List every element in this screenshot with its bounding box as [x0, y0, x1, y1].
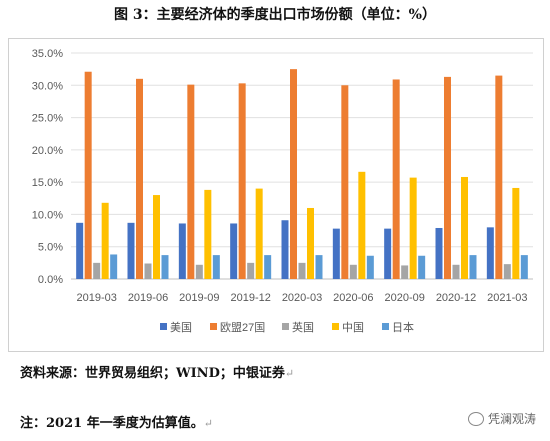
bar [204, 189, 212, 279]
x-tick-label: 2019-03 [76, 292, 116, 304]
bar [127, 222, 135, 279]
y-tick-label: 25.0% [32, 113, 63, 125]
bar [255, 188, 263, 279]
paragraph-mark-icon: ↵ [203, 417, 213, 430]
bar [401, 265, 409, 279]
bar [307, 207, 314, 279]
paragraph-mark-icon: ↵ [284, 367, 295, 380]
bar [435, 227, 443, 279]
footnote-text: 注：2021 年一季度为估算值。 [20, 416, 204, 431]
x-tick-label: 2019-06 [128, 292, 168, 304]
bar [290, 69, 297, 279]
watermark: 凭澜观涛 [467, 410, 536, 427]
y-tick-label: 5.0% [38, 242, 63, 254]
bar [93, 262, 101, 279]
legend-swatch [282, 323, 289, 330]
footnote: 注：2021 年一季度为估算值。↵ [20, 412, 213, 431]
wechat-icon [467, 411, 484, 426]
bar [469, 255, 477, 279]
bar [84, 71, 92, 280]
y-tick-label: 15.0% [32, 177, 63, 189]
bar [178, 223, 186, 279]
x-tick-label: 2019-09 [179, 292, 219, 304]
bar [349, 264, 357, 279]
x-tick-label: 2020-09 [384, 292, 424, 304]
bar-chart: 0.0% 5.0% 10.0% 15.0% 20.0% 25.0% 30.0% 35.0% 20… [32, 48, 533, 334]
bar [144, 263, 152, 279]
bar [153, 195, 160, 279]
x-tick-label: 2020-03 [282, 292, 322, 304]
y-tick-label: 10.0% [32, 209, 63, 221]
bar [247, 262, 255, 279]
x-tick-label: 2021-03 [487, 292, 527, 304]
legend-label: 美国 [170, 321, 192, 334]
bar [161, 255, 169, 279]
x-tick-label: 2019-12 [230, 292, 270, 304]
bar [486, 227, 494, 279]
bar [195, 264, 203, 279]
bar [101, 202, 109, 279]
legend-label: 中国 [342, 321, 364, 334]
watermark-text: 凭澜观涛 [487, 412, 536, 426]
y-tick-label: 0.0% [38, 274, 63, 286]
legend-label: 欧盟27国 [220, 321, 265, 334]
bar [452, 264, 460, 279]
chart-title: 图 3：主要经济体的季度出口市场份额（单位：%） [114, 7, 436, 23]
legend-label: 日本 [392, 320, 414, 334]
bar [341, 85, 349, 280]
bar [392, 79, 400, 279]
bar [110, 254, 118, 279]
legend-swatch [332, 323, 339, 330]
bar [461, 176, 468, 279]
bar [76, 222, 84, 279]
x-tick-label: 2020-06 [333, 292, 373, 304]
bar [520, 255, 528, 279]
source-note: 资料来源：世界贸易组织；WIND；中银证券↵ [20, 362, 294, 381]
legend-label: 英国 [292, 320, 314, 334]
bar [332, 228, 340, 279]
y-tick-label: 30.0% [32, 80, 63, 92]
bar [187, 84, 195, 279]
bar [358, 171, 366, 279]
bar [512, 187, 520, 279]
x-tick-label: 2020-12 [436, 292, 476, 304]
bar [418, 255, 426, 279]
bar [384, 228, 392, 279]
source-text: 资料来源：世界贸易组织；WIND；中银证券 [20, 366, 285, 381]
bar [264, 255, 272, 279]
chart-frame: 0.0% 5.0% 10.0% 15.0% 20.0% 25.0% 30.0% 35.0% 20… [8, 38, 544, 352]
bar [315, 255, 323, 279]
bar [136, 78, 143, 279]
bar [212, 255, 220, 279]
bar [238, 83, 246, 279]
y-tick-label: 20.0% [32, 145, 63, 157]
bar [503, 264, 511, 279]
bar [366, 255, 374, 279]
bar [281, 220, 289, 279]
bar [495, 75, 503, 279]
y-tick-label: 35.0% [32, 48, 63, 60]
legend-swatch [382, 323, 389, 330]
legend-swatch [210, 323, 217, 330]
legend-swatch [160, 323, 167, 330]
bar [409, 177, 417, 279]
bar [444, 76, 451, 279]
bar [298, 262, 306, 279]
bar [230, 223, 238, 279]
